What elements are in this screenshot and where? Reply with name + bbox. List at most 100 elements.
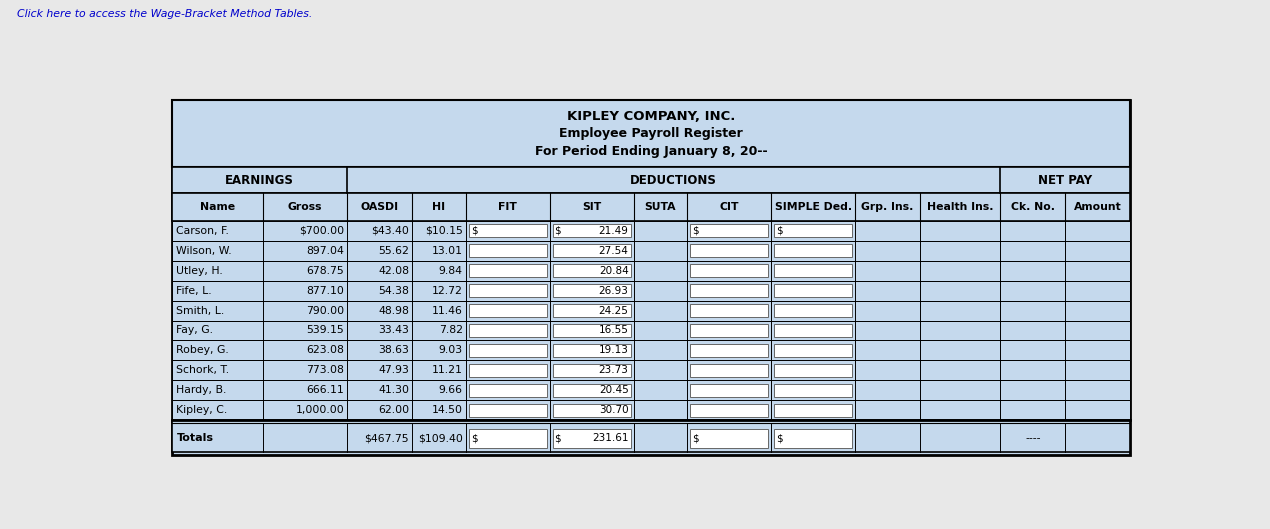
Text: 9.03: 9.03 [438, 345, 462, 355]
Text: 14.50: 14.50 [432, 405, 462, 415]
Text: $: $ [471, 226, 478, 236]
Bar [552, 384, 631, 397]
Bar [171, 421, 1130, 452]
Text: 666.11: 666.11 [306, 385, 344, 395]
Text: 16.55: 16.55 [598, 325, 629, 335]
Bar [690, 224, 768, 238]
Text: 23.73: 23.73 [598, 366, 629, 376]
Text: 54.38: 54.38 [378, 286, 409, 296]
Bar [690, 344, 768, 357]
Text: Utley, H.: Utley, H. [177, 266, 224, 276]
Text: OASDI: OASDI [361, 202, 399, 212]
Bar [171, 221, 1130, 241]
Text: 20.84: 20.84 [599, 266, 629, 276]
Text: 21.49: 21.49 [598, 226, 629, 236]
Bar [690, 404, 768, 417]
Text: 7.82: 7.82 [439, 325, 462, 335]
Text: 773.08: 773.08 [306, 366, 344, 376]
Text: $: $ [692, 433, 699, 443]
Text: Fay, G.: Fay, G. [177, 325, 213, 335]
Text: 623.08: 623.08 [306, 345, 344, 355]
Text: Employee Payroll Register: Employee Payroll Register [559, 127, 743, 140]
Bar [775, 324, 852, 338]
Bar [775, 404, 852, 417]
Text: Name: Name [199, 202, 235, 212]
Text: $467.75: $467.75 [364, 433, 409, 443]
Text: $700.00: $700.00 [300, 226, 344, 236]
Bar [552, 428, 631, 448]
Bar [469, 324, 546, 338]
Text: 231.61: 231.61 [592, 433, 629, 443]
Bar [690, 363, 768, 377]
Bar [469, 428, 546, 448]
Text: FIT: FIT [498, 202, 517, 212]
Bar [171, 341, 1130, 360]
Text: $109.40: $109.40 [418, 433, 462, 443]
Bar [469, 224, 546, 238]
Bar [775, 244, 852, 258]
Bar [469, 304, 546, 317]
Bar [171, 100, 1130, 167]
Bar [552, 363, 631, 377]
Text: Totals: Totals [177, 433, 213, 443]
Text: NET PAY: NET PAY [1039, 174, 1092, 187]
Bar [690, 244, 768, 258]
Text: Fife, L.: Fife, L. [177, 286, 212, 296]
Bar [775, 384, 852, 397]
Text: 13.01: 13.01 [432, 245, 462, 256]
Text: For Period Ending January 8, 20--: For Period Ending January 8, 20-- [535, 145, 767, 158]
Text: Carson, F.: Carson, F. [177, 226, 230, 236]
Bar [775, 344, 852, 357]
Bar [469, 344, 546, 357]
Bar [171, 321, 1130, 341]
Bar [552, 224, 631, 238]
Bar [469, 363, 546, 377]
Bar [690, 324, 768, 338]
Text: Click here to access the Wage-Bracket Method Tables.: Click here to access the Wage-Bracket Me… [17, 8, 312, 19]
Text: 11.46: 11.46 [432, 306, 462, 315]
Text: KIPLEY COMPANY, INC.: KIPLEY COMPANY, INC. [566, 110, 735, 123]
Bar [469, 384, 546, 397]
Text: SIT: SIT [582, 202, 601, 212]
Text: 42.08: 42.08 [378, 266, 409, 276]
Bar [469, 284, 546, 297]
Text: Wilson, W.: Wilson, W. [177, 245, 232, 256]
Bar [775, 363, 852, 377]
Text: EARNINGS: EARNINGS [225, 174, 293, 187]
Text: CIT: CIT [719, 202, 739, 212]
Text: Smith, L.: Smith, L. [177, 306, 225, 315]
Text: Ck. No.: Ck. No. [1011, 202, 1055, 212]
Bar [171, 261, 1130, 280]
Bar [552, 284, 631, 297]
Bar [775, 428, 852, 448]
Bar [469, 264, 546, 277]
Text: $: $ [776, 226, 782, 236]
Text: Schork, T.: Schork, T. [177, 366, 230, 376]
Bar [552, 264, 631, 277]
Text: 33.43: 33.43 [378, 325, 409, 335]
Text: 24.25: 24.25 [598, 306, 629, 315]
Text: $: $ [471, 433, 478, 443]
Text: Amount: Amount [1074, 202, 1121, 212]
Bar [171, 167, 1130, 193]
Text: Gross: Gross [288, 202, 323, 212]
Bar [690, 264, 768, 277]
Text: 539.15: 539.15 [306, 325, 344, 335]
Bar [690, 284, 768, 297]
Bar [171, 380, 1130, 400]
Text: 877.10: 877.10 [306, 286, 344, 296]
Text: 790.00: 790.00 [306, 306, 344, 315]
Bar [690, 384, 768, 397]
Bar [690, 304, 768, 317]
Text: 27.54: 27.54 [598, 245, 629, 256]
Bar [171, 400, 1130, 421]
Text: Health Ins.: Health Ins. [927, 202, 993, 212]
Bar [775, 284, 852, 297]
Text: $10.15: $10.15 [425, 226, 462, 236]
Text: 897.04: 897.04 [306, 245, 344, 256]
Text: 9.66: 9.66 [439, 385, 462, 395]
Text: 19.13: 19.13 [598, 345, 629, 355]
Bar [171, 360, 1130, 380]
Text: $43.40: $43.40 [371, 226, 409, 236]
Bar [552, 344, 631, 357]
